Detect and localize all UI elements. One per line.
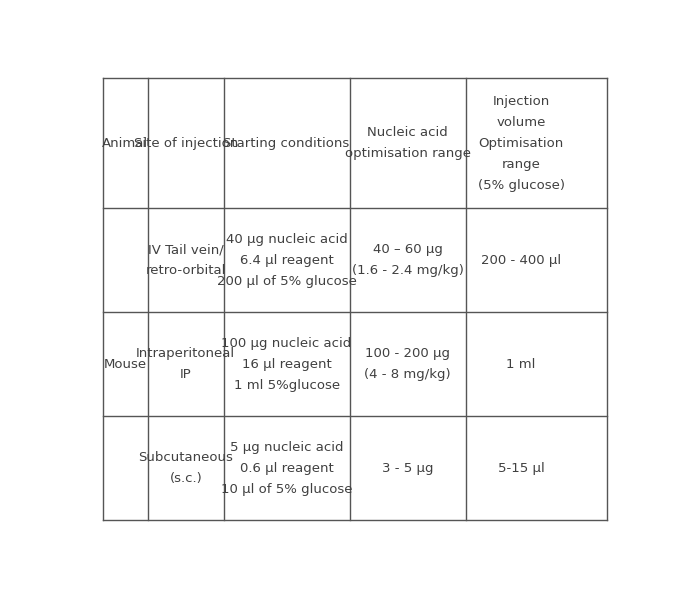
Text: Subcutaneous
(s.c.): Subcutaneous (s.c.) [138,451,233,485]
Text: 5 μg nucleic acid
0.6 μl reagent
10 μl of 5% glucose: 5 μg nucleic acid 0.6 μl reagent 10 μl o… [221,440,352,496]
Text: Site of injection: Site of injection [134,137,238,150]
Text: 40 – 60 μg
(1.6 - 2.4 mg/kg): 40 – 60 μg (1.6 - 2.4 mg/kg) [352,243,464,277]
Text: 200 - 400 μl: 200 - 400 μl [481,254,561,267]
Text: Animal: Animal [102,137,148,150]
Text: 5-15 μl: 5-15 μl [498,462,545,475]
Text: 1 ml: 1 ml [507,358,536,371]
Text: IV Tail vein/
retro-orbital: IV Tail vein/ retro-orbital [145,243,226,277]
Text: Injection
volume
Optimisation
range
(5% glucose): Injection volume Optimisation range (5% … [477,95,565,192]
Text: 100 μg nucleic acid
16 μl reagent
1 ml 5%glucose: 100 μg nucleic acid 16 μl reagent 1 ml 5… [221,337,352,392]
Text: 40 μg nucleic acid
6.4 μl reagent
200 μl of 5% glucose: 40 μg nucleic acid 6.4 μl reagent 200 μl… [217,233,356,288]
Text: Starting conditions: Starting conditions [224,137,349,150]
Text: Intraperitoneal
IP: Intraperitoneal IP [136,347,235,381]
Text: Mouse: Mouse [104,358,147,371]
Text: Nucleic acid
optimisation range: Nucleic acid optimisation range [345,126,471,160]
Text: 3 - 5 μg: 3 - 5 μg [382,462,433,475]
Text: 100 - 200 μg
(4 - 8 mg/kg): 100 - 200 μg (4 - 8 mg/kg) [364,347,451,381]
